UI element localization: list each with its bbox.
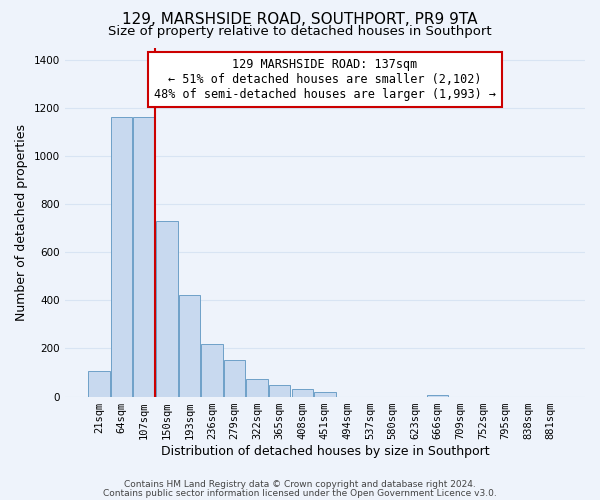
X-axis label: Distribution of detached houses by size in Southport: Distribution of detached houses by size … xyxy=(161,444,489,458)
Bar xyxy=(224,360,245,396)
Bar xyxy=(247,378,268,396)
Text: Size of property relative to detached houses in Southport: Size of property relative to detached ho… xyxy=(108,25,492,38)
Bar xyxy=(201,344,223,396)
Bar xyxy=(179,296,200,396)
Bar xyxy=(133,118,155,396)
Y-axis label: Number of detached properties: Number of detached properties xyxy=(15,124,28,320)
Text: Contains public sector information licensed under the Open Government Licence v3: Contains public sector information licen… xyxy=(103,488,497,498)
Bar xyxy=(314,392,335,396)
Bar xyxy=(269,384,290,396)
Bar xyxy=(156,221,178,396)
Bar xyxy=(292,390,313,396)
Text: 129, MARSHSIDE ROAD, SOUTHPORT, PR9 9TA: 129, MARSHSIDE ROAD, SOUTHPORT, PR9 9TA xyxy=(122,12,478,28)
Text: 129 MARSHSIDE ROAD: 137sqm
← 51% of detached houses are smaller (2,102)
48% of s: 129 MARSHSIDE ROAD: 137sqm ← 51% of deta… xyxy=(154,58,496,101)
Bar xyxy=(88,370,110,396)
Bar xyxy=(111,118,133,396)
Text: Contains HM Land Registry data © Crown copyright and database right 2024.: Contains HM Land Registry data © Crown c… xyxy=(124,480,476,489)
